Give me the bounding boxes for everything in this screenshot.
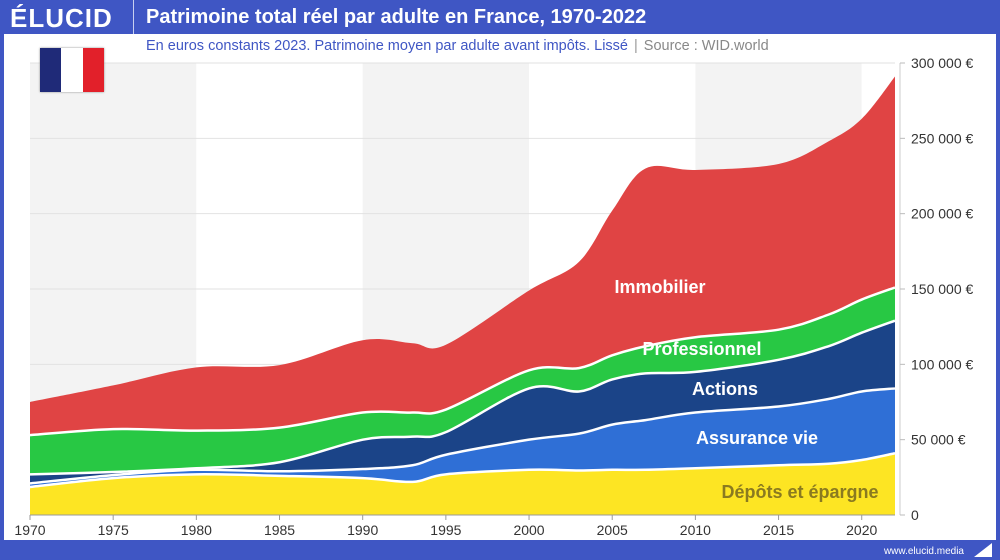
y-tick-label: 300 000 € [911,55,973,71]
subtitle-text: En euros constants 2023. Patrimoine moye… [146,38,628,54]
series-boundary-line [29,286,896,437]
series-label: Actions [692,379,758,399]
flag-red [82,48,104,92]
x-tick-label: 1995 [430,522,461,538]
x-tick-label: 1985 [264,522,295,538]
series-label: Immobilier [614,277,705,297]
y-tick-label: 150 000 € [911,281,973,297]
x-tick-label: 2020 [846,522,877,538]
y-tick-label: 0 [911,507,919,523]
x-tick-label: 2010 [680,522,711,538]
elucid-mark-icon [974,543,992,557]
series-label: Dépôts et épargne [721,482,878,502]
elucid-logo: ÉLUCID [10,3,113,33]
x-tick-label: 2000 [513,522,544,538]
x-tick-label: 1970 [14,522,45,538]
series-boundary-line [29,319,896,476]
series-boundary-line [29,387,896,485]
y-tick-label: 100 000 € [911,356,973,372]
chart-subtitle: En euros constants 2023. Patrimoine moye… [146,38,769,54]
header-divider [133,0,134,34]
area-immobilier [30,76,895,436]
area-professionnel [30,287,895,475]
series-boundary-line [29,452,896,489]
flag-white [61,48,83,92]
series-label: Professionnel [642,339,761,359]
area-dépôts-et-épargne [30,453,895,515]
y-tick-label: 50 000 € [911,432,966,448]
source-text: Source : WID.world [643,38,769,54]
france-flag-icon [40,48,104,92]
flag-blue [40,48,62,92]
footer-url[interactable]: www.elucid.media [883,546,964,557]
x-tick-label: 2015 [763,522,794,538]
x-tick-label: 2005 [597,522,628,538]
chart-title: Patrimoine total réel par adulte en Fran… [146,6,647,28]
subtitle-separator: | [634,38,638,54]
series-label: Assurance vie [696,428,818,448]
x-tick-label: 1975 [98,522,129,538]
header: ÉLUCID Patrimoine total réel par adulte … [0,0,1000,34]
x-tick-label: 1990 [347,522,378,538]
area-assurance-vie [30,388,895,487]
x-tick-label: 1980 [181,522,212,538]
y-tick-label: 250 000 € [911,130,973,146]
y-tick-label: 200 000 € [911,206,973,222]
